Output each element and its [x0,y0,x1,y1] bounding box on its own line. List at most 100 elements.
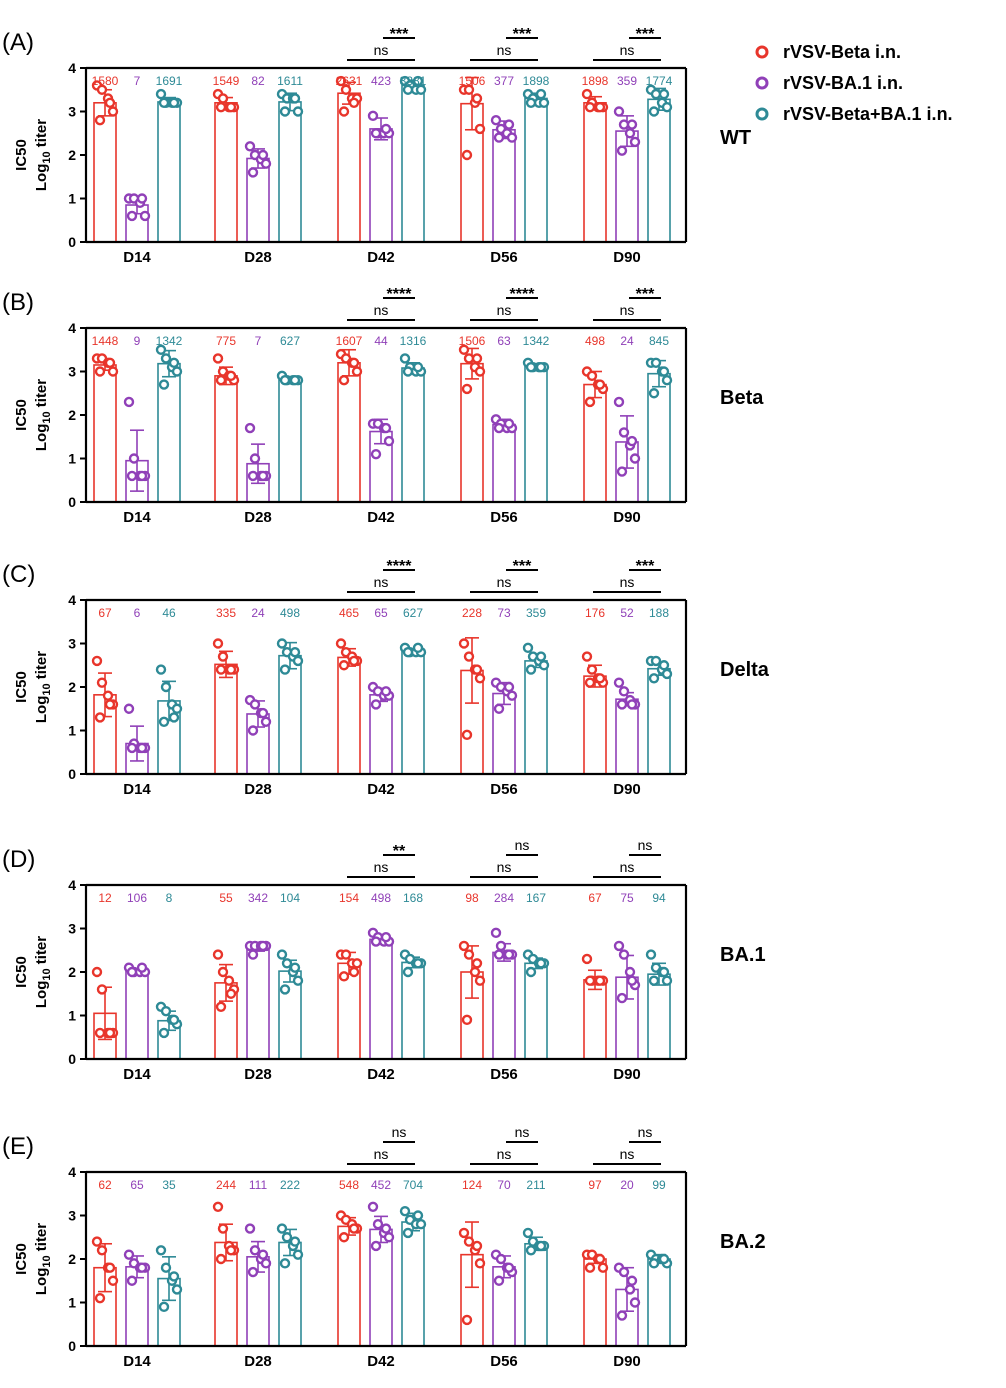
data-point [645,949,657,960]
gmt-label: 65 [130,1178,144,1192]
data-point [538,97,550,109]
data-point [217,651,229,662]
data-point [616,1310,628,1321]
gmt-label: 627 [403,606,423,620]
data-point [126,470,138,482]
bar [524,1242,548,1347]
data-point [225,664,237,675]
sig-label-outer: ns [497,859,512,875]
data-point [650,655,662,667]
data-point [458,344,470,355]
x-category-label: D28 [244,1353,272,1370]
data-point [367,1201,379,1213]
x-category-label: D90 [613,1066,641,1083]
y-tick-label: 0 [68,1051,76,1067]
sig-label-outer: ns [374,42,389,58]
legend-label-beta: rVSV-Beta i.n. [783,42,901,62]
y-axis-unit: Log10 titer [33,936,53,1008]
sig-label-inner: *** [513,26,532,43]
gmt-label: 498 [280,606,300,620]
data-point [594,673,606,684]
y-axis-unit: Log10 titer [33,1223,53,1295]
sig-label-outer: ns [374,859,389,875]
bar [647,1258,671,1347]
data-point [155,88,167,100]
data-point [458,638,470,649]
data-point [495,940,507,952]
variant-label: WT [720,127,751,149]
data-point [503,949,515,960]
data-point [136,193,148,204]
y-tick-label: 3 [68,636,76,652]
data-point [289,93,301,104]
y-tick-label: 2 [68,1251,76,1267]
data-point [249,1245,261,1256]
data-point [618,1266,630,1278]
data-point [495,1253,507,1265]
y-tick-label: 0 [68,234,76,250]
data-point [212,353,224,364]
bar [524,962,548,1060]
gmt-label: 2631 [336,74,363,88]
data-point [215,101,227,113]
data-point [399,353,411,364]
data-point [594,101,606,113]
data-point [247,949,259,960]
bar [214,102,238,243]
data-point [463,1236,475,1247]
gmt-label: 7 [134,74,141,88]
bar [647,667,671,775]
x-category-label: D28 [244,1066,272,1083]
data-point [661,101,673,113]
variant-label: BA.1 [720,944,766,966]
y-axis-unit-sub: 10 [41,683,53,695]
gmt-label: 55 [219,891,233,905]
y-axis-unit-titer: titer [33,1223,50,1256]
data-point [383,1232,395,1243]
x-category-label: D90 [613,1353,641,1370]
sig-label-inner: *** [390,26,409,43]
data-point [629,136,641,148]
data-point [629,1297,641,1308]
data-point [624,128,636,139]
data-point [292,1249,304,1260]
data-point [469,966,481,978]
gmt-label: 359 [526,606,546,620]
data-point [136,962,148,973]
data-point [402,84,414,95]
data-point [123,1249,135,1260]
bar [524,365,548,503]
data-point [171,703,183,714]
sig-label-inner: ns [515,837,530,853]
data-point [279,1258,291,1269]
data-point [289,962,301,973]
y-axis-label: IC50 [13,671,30,703]
bar [615,698,639,775]
y-tick-label: 0 [68,494,76,510]
data-point [212,1201,224,1213]
gmt-label: 35 [162,1178,176,1192]
data-point [370,448,382,460]
gmt-label: 1898 [582,74,609,88]
x-category-label: D42 [367,1066,395,1083]
y-tick-label: 3 [68,104,76,120]
data-point [279,375,291,386]
data-point [215,1001,227,1012]
data-point [461,383,473,395]
x-category-label: D14 [123,781,151,798]
data-point [658,660,670,671]
data-point [461,149,473,161]
data-point [91,966,103,978]
bar [524,97,548,243]
data-point [212,638,224,649]
y-axis-unit-sub: 10 [41,1255,53,1267]
gmt-label: 548 [339,1178,359,1192]
data-point [126,966,138,978]
data-point [493,1275,505,1286]
gmt-label: 24 [251,606,265,620]
sig-label-outer: ns [620,859,635,875]
gmt-label: 335 [216,606,236,620]
data-point [380,686,392,697]
